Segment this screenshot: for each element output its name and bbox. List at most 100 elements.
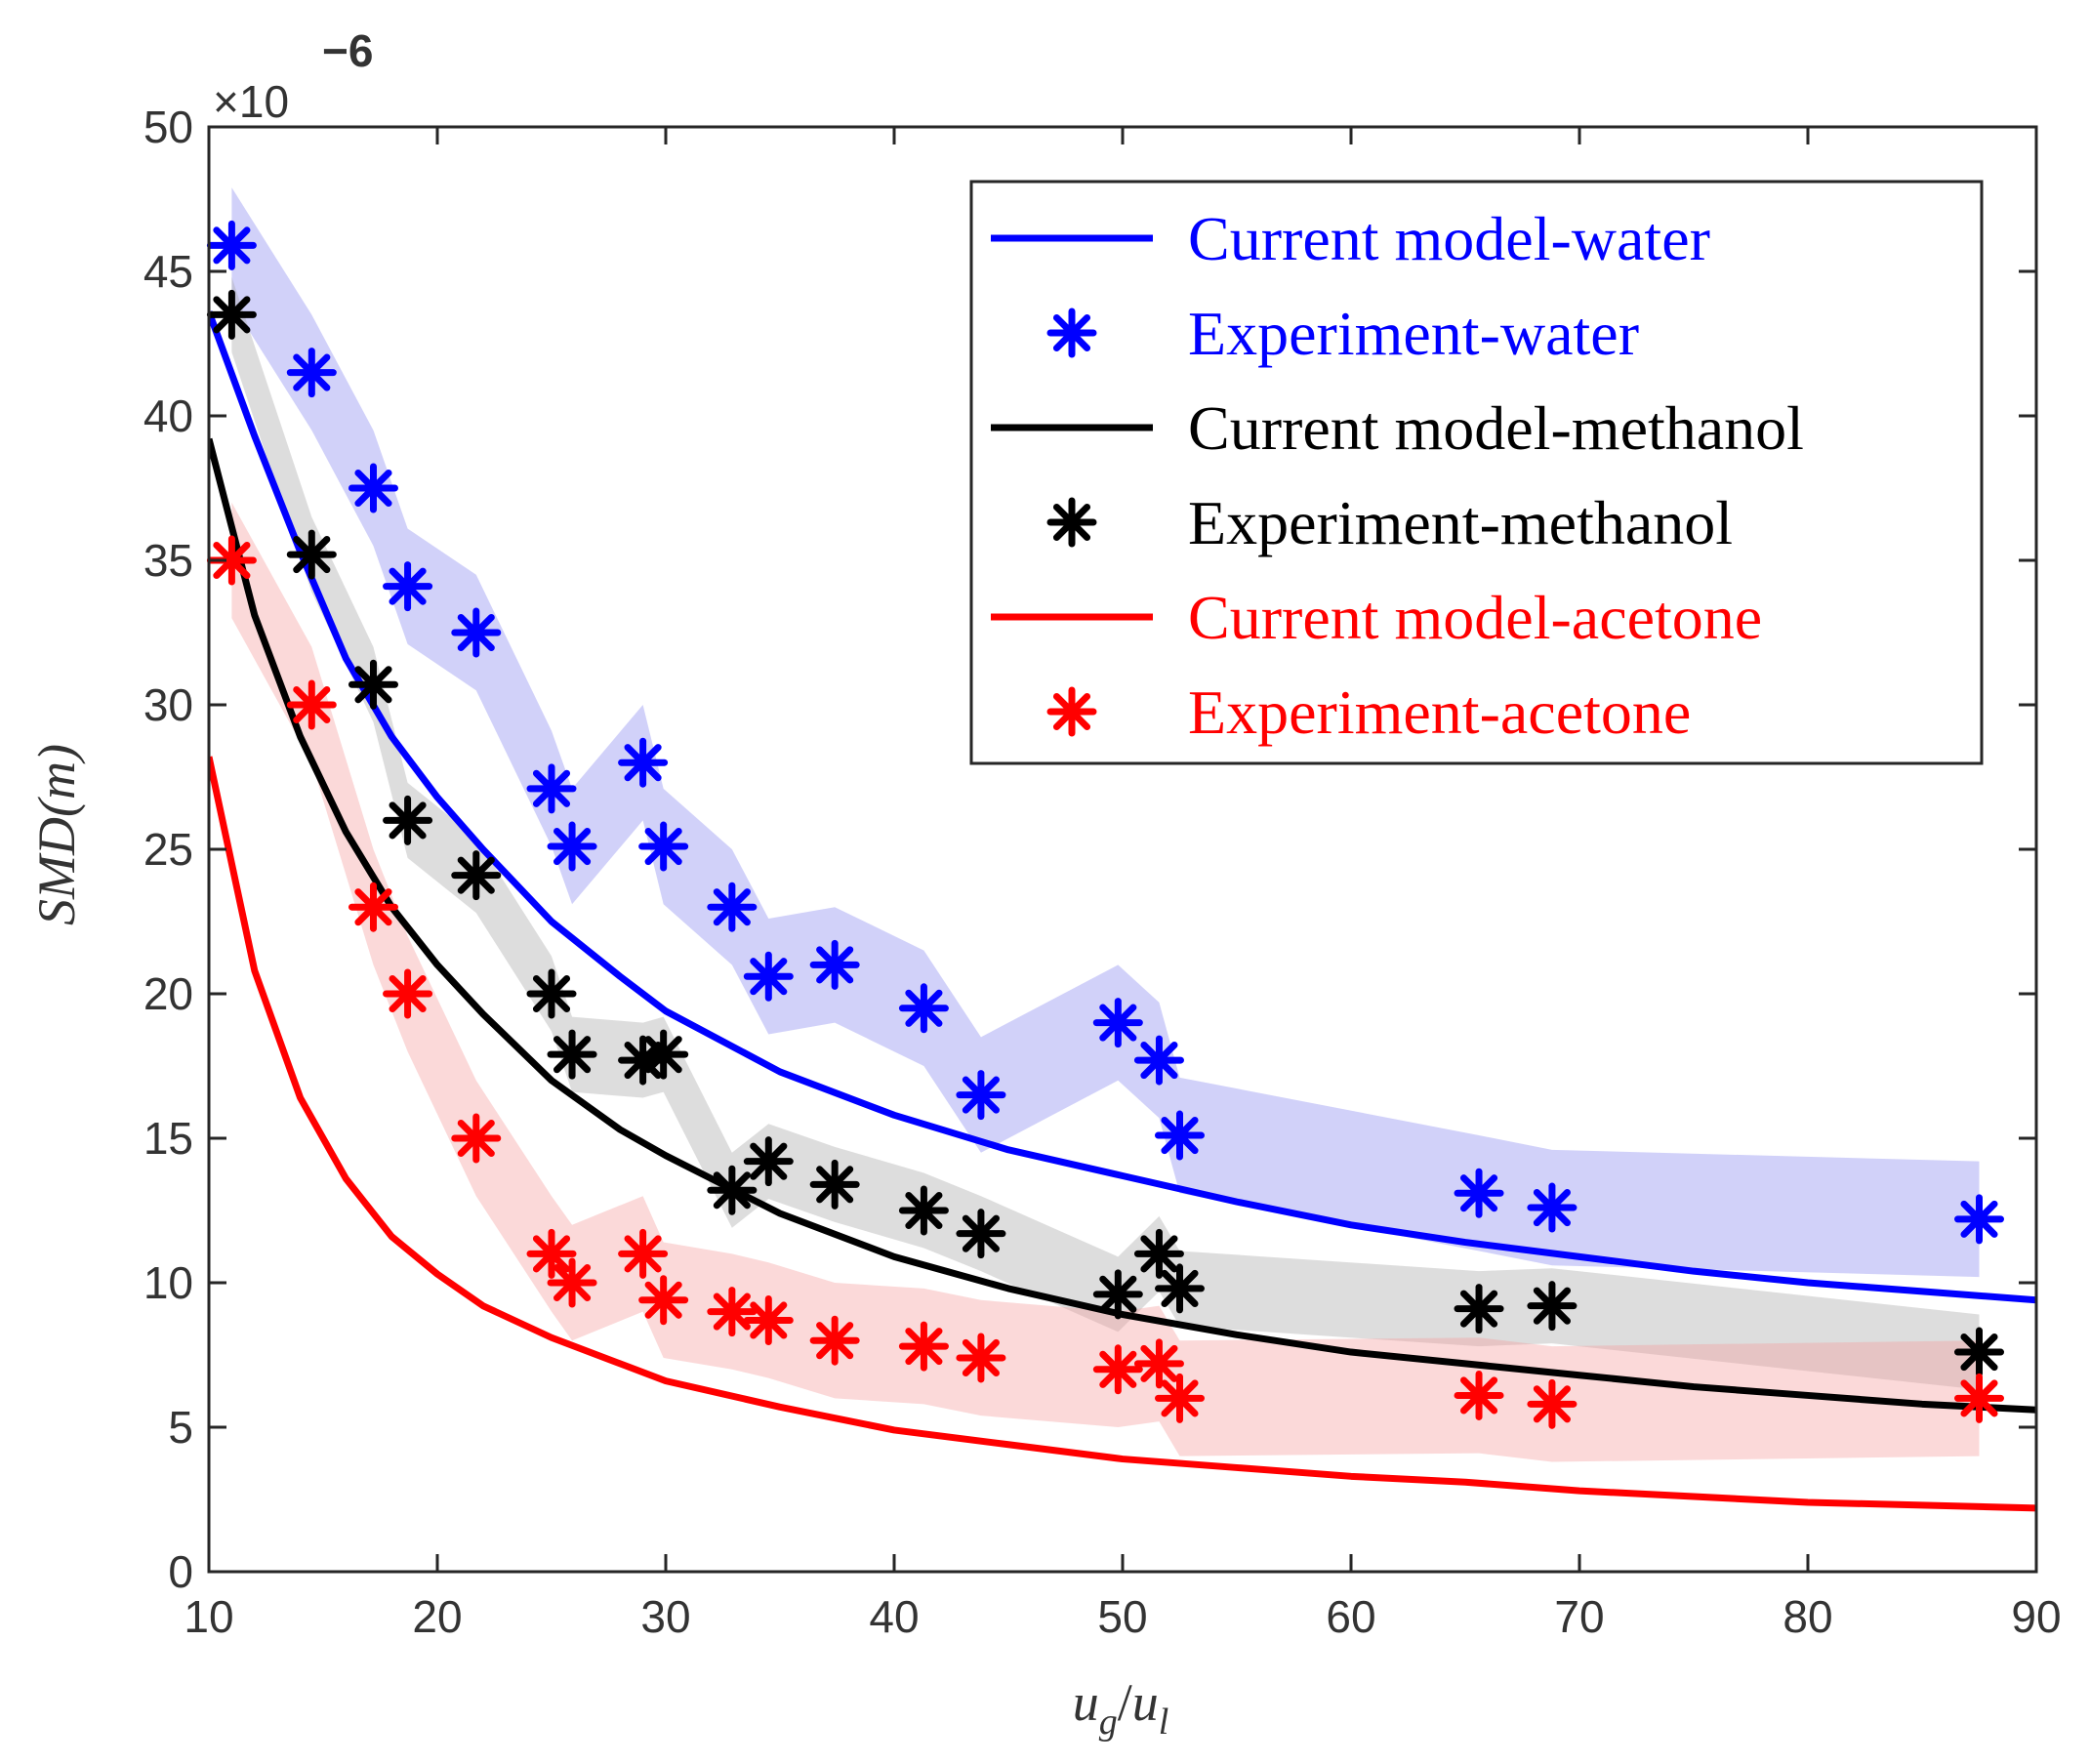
experiment-acetone-point <box>1133 1338 1184 1389</box>
y-tick-label: 50 <box>143 102 193 152</box>
experiment-methanol-point <box>206 289 257 340</box>
experiment-methanol-point <box>383 795 433 845</box>
experiment-methanol-point <box>526 968 577 1019</box>
experiment-methanol-point <box>547 1029 597 1080</box>
x-tick-label: 80 <box>1783 1591 1832 1642</box>
current-model-acetone-line <box>209 756 2036 1512</box>
experiment-water-point <box>1527 1182 1578 1233</box>
experiment-methanol-point <box>1454 1284 1504 1334</box>
legend-swatch-experiment-water <box>1046 308 1097 358</box>
experiment-water-point <box>956 1070 1006 1121</box>
experiment-methanol-point <box>286 529 337 580</box>
experiment-acetone-point <box>206 535 257 586</box>
y-tick-label: 35 <box>143 535 193 586</box>
experiment-water-point <box>1092 998 1143 1048</box>
experiment-acetone-point <box>956 1333 1006 1383</box>
experiment-water-point <box>206 220 257 270</box>
x-tick-label: 20 <box>412 1591 462 1642</box>
y-tick-label: 10 <box>143 1257 193 1308</box>
experiment-water-point <box>348 463 398 513</box>
experiment-methanol-point <box>348 659 398 710</box>
experiment-water-point <box>618 737 669 788</box>
experiment-acetone-point <box>348 882 398 932</box>
experiment-acetone-point <box>1092 1344 1143 1395</box>
current-model-water-line <box>209 310 2036 1304</box>
x-axis-title: ug/ul <box>1073 1673 1169 1743</box>
experiment-methanol-point <box>1092 1269 1143 1320</box>
x-title-num: u <box>1073 1673 1099 1732</box>
experiment-acetone-point <box>451 1113 502 1164</box>
experiment-water-point <box>743 951 794 1002</box>
experiment-water-point <box>383 561 433 612</box>
y-tick-label: 5 <box>168 1402 193 1453</box>
x-tick-label: 90 <box>2011 1591 2061 1642</box>
experiment-acetone-point <box>743 1294 794 1345</box>
experiment-acetone-point <box>383 968 433 1019</box>
experiment-methanol-point <box>898 1185 949 1236</box>
current-model-methanol-line <box>209 437 2036 1414</box>
experiment-acetone-point <box>898 1321 949 1372</box>
legend-label-current-model-acetone: Current model-acetone <box>1188 583 1762 652</box>
y-tick-label: 40 <box>143 390 193 441</box>
experiment-methanol-point <box>1527 1281 1578 1332</box>
experiment-water-point <box>526 763 577 814</box>
uncertainty-bands <box>231 187 1980 1462</box>
legend-swatch-experiment-methanol <box>1046 497 1097 548</box>
legend-label-current-model-methanol: Current model-methanol <box>1188 393 1804 463</box>
experiment-methanol-point <box>956 1209 1006 1259</box>
experiment-methanol-point <box>809 1159 860 1210</box>
experiment-water-point <box>1155 1110 1205 1161</box>
y-tick-label: 20 <box>143 968 193 1019</box>
experiment-acetone-point <box>286 679 337 730</box>
experiment-methanol-point <box>743 1136 794 1187</box>
experiment-water-point <box>1454 1168 1504 1218</box>
legend: Current model-water Experiment-water Curre… <box>969 180 1984 765</box>
experiment-acetone-point <box>547 1257 597 1308</box>
experiment-methanol-point <box>1133 1228 1184 1279</box>
y-tick-label: 25 <box>143 824 193 875</box>
model-curves <box>209 310 2036 1512</box>
legend-swatch-experiment-acetone <box>1046 686 1097 737</box>
axes: 10 20 30 40 50 60 70 80 90 0 5 10 15 20 25 30 35 40 45 50 <box>143 102 2062 1642</box>
experiment-acetone-point <box>707 1287 758 1337</box>
y-exponent-power: −6 <box>322 25 373 76</box>
x-tick-label: 10 <box>184 1591 233 1642</box>
y-axis-title: SMD(m) <box>27 744 86 925</box>
experiment-methanol-point <box>1954 1327 2004 1377</box>
x-title-den-sub: l <box>1159 1702 1169 1743</box>
experiment-acetone-point <box>1155 1373 1205 1423</box>
x-tick-label: 30 <box>640 1591 690 1642</box>
y-tick-label: 30 <box>143 679 193 730</box>
experiment-water-band <box>231 187 1980 1278</box>
x-title-separator: / <box>1118 1673 1132 1732</box>
x-tick-label: 50 <box>1097 1591 1147 1642</box>
experiment-water-point <box>638 821 689 872</box>
experiment-acetone-point <box>618 1228 669 1279</box>
y-tick-label: 0 <box>168 1546 193 1597</box>
experiment-methanol-point <box>1155 1263 1205 1314</box>
x-tick-label: 70 <box>1554 1591 1604 1642</box>
experiment-acetone-band <box>231 502 1980 1462</box>
experiment-water-point <box>451 607 502 658</box>
legend-label-current-model-water: Current model-water <box>1188 204 1710 273</box>
experiment-water-point <box>1954 1194 2004 1245</box>
x-title-num-sub: g <box>1099 1702 1118 1743</box>
experiment-water-point <box>707 882 758 932</box>
experiment-acetone-point <box>638 1275 689 1326</box>
x-tick-label: 60 <box>1326 1591 1375 1642</box>
svg-text:ug/ul: ug/ul <box>1073 1673 1169 1743</box>
experiment-water-point <box>547 821 597 872</box>
x-tick-label: 40 <box>869 1591 919 1642</box>
experiment-water-point <box>1133 1035 1184 1086</box>
y-tick-label: 45 <box>143 246 193 297</box>
experiment-methanol-point <box>707 1165 758 1215</box>
experiment-methanol-point <box>451 850 502 901</box>
experiment-acetone-point <box>809 1315 860 1366</box>
x-title-den: u <box>1132 1673 1159 1732</box>
experiment-markers <box>206 220 2004 1429</box>
legend-label-experiment-methanol: Experiment-methanol <box>1188 488 1733 557</box>
experiment-water-point <box>286 348 337 398</box>
experiment-acetone-point <box>1527 1378 1578 1429</box>
